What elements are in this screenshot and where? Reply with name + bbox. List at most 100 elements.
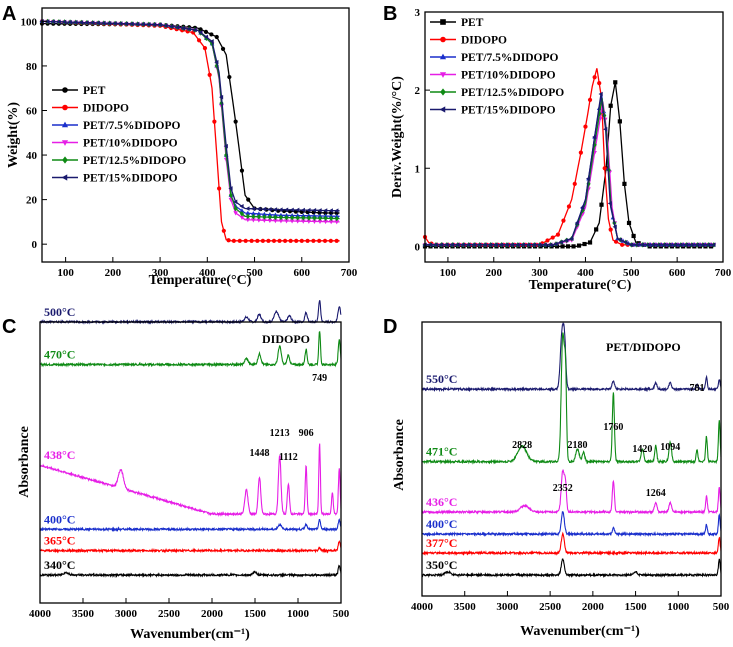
panel-a-legend-item-pet-12-5-didopo: PET/12.5%DIDOPO (52, 155, 186, 167)
panel-b-series-pet-12-5-didopo (422, 97, 716, 248)
panel-a-point-pet (227, 74, 232, 80)
panel-a-point-pet-15-didopo (157, 22, 162, 28)
panel-a-point-pet-15-didopo (203, 34, 209, 40)
panel-a-point-pet-12-5-didopo (329, 215, 334, 222)
panel-a-point-pet-12-5-didopo (228, 192, 234, 198)
panel-b-point-didopo (550, 235, 555, 240)
panel-a-point-pet-15-didopo (323, 208, 328, 213)
panel-a-point-pet-15-didopo (311, 207, 317, 213)
panel-b-line-pet-7-5-didopo (425, 93, 714, 246)
panel-b-point-pet-15-didopo (520, 242, 526, 248)
panel-b-series-pet-10-didopo (422, 101, 717, 248)
panel-d-trace-label: 377°C (426, 536, 457, 550)
panel-a-point-pet-10-didopo (273, 219, 278, 224)
panel-letter-c: C (2, 316, 16, 338)
panel-a-series-pet-15-didopo (39, 19, 340, 214)
panel-d-trace-line (421, 558, 722, 579)
panel-a-point-didopo (282, 238, 288, 243)
panel-a-x-tick-label: 700 (341, 267, 358, 279)
panel-d-x-tick-label: 500 (713, 601, 730, 613)
panel-a-legend-label: PET (83, 85, 106, 97)
panel-c-trace-line (39, 330, 342, 368)
panel-d-x-axis-title: Wavenumber(cm⁻¹) (520, 624, 640, 639)
panel-b-point-pet (626, 220, 632, 226)
panel-a-y-axis-title: Weight(%) (6, 102, 21, 168)
panel-a-point-didopo (237, 238, 242, 243)
panel-b-point-pet-15-didopo (612, 224, 617, 230)
panel-c-trace-438-c (39, 443, 342, 518)
panel-d-trace-label: 471°C (426, 445, 457, 459)
panel-c-frame (39, 321, 342, 604)
panel-d-trace-line (421, 531, 722, 556)
panel-a-point-pet-15-didopo (186, 26, 191, 32)
panel-a-x-tick-label: 500 (246, 267, 263, 279)
panel-b-point-pet-15-didopo (438, 242, 444, 248)
panel-b-legend-label: PET (461, 17, 484, 29)
panel-c-trace-500-c (39, 300, 342, 325)
panel-d-x-tick-label: 3000 (496, 601, 519, 613)
panel-a-point-pet (220, 46, 226, 51)
panel-a-point-pet-10-didopo (233, 211, 238, 216)
panel-a-point-pet-10-didopo (256, 218, 262, 223)
panel-d-peak-label: 1760 (603, 422, 623, 433)
panel-b-point-didopo (592, 75, 597, 80)
panel-c-x-tick-label: 1500 (244, 608, 267, 620)
panel-b-point-pet-15-didopo (623, 240, 628, 245)
panel-c-x-tick-label: 1000 (287, 608, 310, 620)
panel-d-trace-400-c (421, 511, 722, 538)
panel-b-point-pet-15-didopo (705, 242, 711, 248)
panel-a-point-pet-15-didopo (267, 207, 272, 212)
panel-letter-d: D (383, 316, 397, 338)
panel-b-point-pet-15-didopo (537, 242, 542, 248)
panel-d-trace-labels: 550°C 471°C 436°C 400°C 377°C 350°C (426, 372, 457, 572)
panel-a-point-pet-15-didopo (223, 143, 228, 149)
panel-d-trace-550-c (421, 322, 722, 393)
panel-a-point-pet-15-didopo (192, 27, 197, 33)
panel-c: C DIDOPO 500°C470°C438°C400°C365°C340°C … (2, 300, 350, 642)
panel-a-point-pet-15-didopo (334, 208, 339, 214)
panel-a-point-pet-12-5-didopo (245, 213, 250, 220)
panel-d-y-axis-title: Absorbance (392, 419, 407, 491)
panel-a-series-pet (39, 21, 340, 216)
panel-d-peak-label: 1264 (646, 488, 666, 499)
panel-a-point-pet-15-didopo (295, 207, 300, 213)
panel-b-point-pet-15-didopo (645, 242, 650, 248)
panel-b-point-pet-15-didopo (526, 242, 531, 248)
panel-a-point-pet-12-5-didopo (278, 214, 284, 221)
panel-b-point-didopo (572, 181, 577, 186)
panel-c-trace-label: 340°C (44, 558, 75, 572)
panel-a-point-pet-15-didopo (174, 24, 180, 30)
panel-a-point-didopo (311, 238, 316, 243)
panel-a-point-pet-15-didopo (90, 20, 95, 26)
panel-a-point-pet-7-5-didopo (245, 210, 251, 215)
panel-c-x-tick-label: 4000 (29, 608, 52, 620)
panel-b-point-didopo (578, 150, 583, 155)
panel-b-x-tick-label: 600 (669, 267, 686, 279)
panel-a-point-didopo (255, 238, 260, 243)
panel-b-point-pet-15-didopo (569, 236, 574, 241)
panel-c-x-tick-label: 500 (333, 608, 350, 620)
panel-c-trace-line (39, 518, 342, 533)
panel-a-point-pet-15-didopo (67, 19, 72, 25)
panel-a-point-didopo (217, 186, 222, 191)
panel-a-point-pet-15-didopo (45, 19, 50, 24)
panel-a-legend: PET DIDOPO PET/7.5%DIDOPO PET/10%DIDOPO PET/… (52, 85, 186, 185)
panel-d-peak-label: 2352 (553, 483, 573, 494)
panel-a-point-pet-15-didopo (146, 22, 151, 27)
panel-b-point-pet (631, 233, 636, 239)
panel-b-point-pet (576, 243, 582, 248)
panel-b-point-pet-15-didopo (433, 242, 438, 248)
panel-a-point-pet-10-didopo (306, 219, 312, 224)
panel-d-trace-label: 550°C (426, 372, 457, 386)
panel-a-y-tick-label: 20 (26, 195, 38, 207)
panel-b-point-pet-15-didopo (553, 241, 558, 247)
panel-b-legend-item-pet-10-didopo: PET/10%DIDOPO (430, 70, 556, 82)
panel-d-frame (421, 321, 722, 597)
panel-a-point-pet-15-didopo (256, 206, 261, 212)
panel-a-point-didopo (196, 38, 202, 43)
panel-d-x-ticks: 4000 3500 3000 2500 2000 1500 1000 500 (411, 591, 730, 613)
panel-a-point-pet-15-didopo (140, 21, 145, 27)
panel-a-point-didopo (299, 238, 304, 243)
panel-a-point-didopo (317, 238, 322, 243)
panel-a-point-didopo (328, 238, 333, 243)
